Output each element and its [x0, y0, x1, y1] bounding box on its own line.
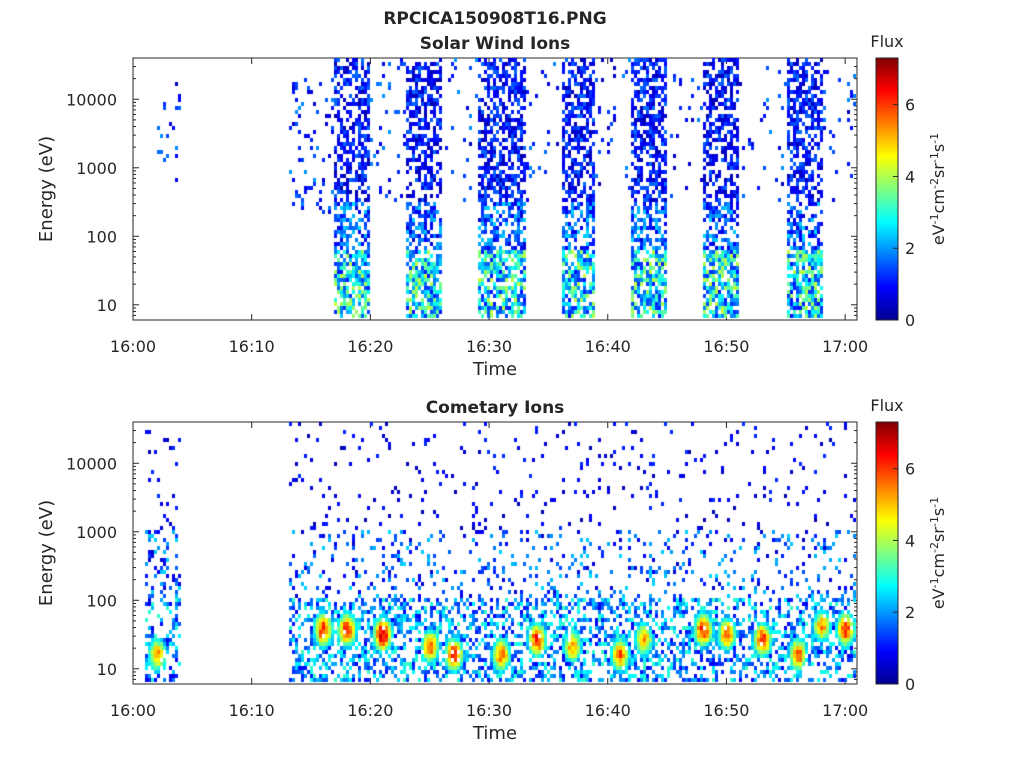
x-tick-label: 16:20: [347, 701, 393, 720]
panel-title-solar-wind: Solar Wind Ions: [420, 34, 571, 54]
colorbar-tick-label: 0: [905, 675, 915, 694]
colorbar-ticks-solar-wind: 0 2 4 6: [893, 96, 915, 330]
x-axis-ticks-solar-wind: 16:00 16:10 16:20 16:30 16:40 16:50 17:00: [110, 58, 868, 356]
colorbar-tick-label: 0: [905, 311, 915, 330]
y-axis-label-solar-wind: Energy (eV): [36, 136, 57, 242]
y-tick-label: 10: [97, 296, 117, 315]
colorbar-title-cometary: Flux: [870, 396, 903, 415]
x-tick-label: 16:50: [703, 337, 749, 356]
colorbar-tick-label: 2: [905, 239, 915, 258]
colorbar-tick-label: 4: [905, 531, 915, 550]
y-tick-label: 1000: [76, 523, 117, 542]
panel-title-cometary: Cometary Ions: [426, 398, 565, 418]
y-tick-label: 100: [86, 227, 117, 246]
colorbar-title-solar-wind: Flux: [870, 32, 903, 51]
figure-title: RPCICA150908T16.PNG: [383, 9, 606, 29]
colorbar-tick-label: 6: [905, 96, 915, 115]
spectrogram-solar-wind: [133, 58, 856, 319]
colorbar-cometary: [875, 421, 899, 685]
colorbar-tick-label: 4: [905, 167, 915, 186]
x-tick-label: 16:10: [229, 337, 275, 356]
x-tick-label: 17:00: [822, 701, 868, 720]
spectrogram-cometary: [133, 422, 856, 683]
panel-solar-wind: Solar Wind Ions 16:00 16:10 16:20 16:30 16:4…: [36, 32, 948, 380]
x-tick-label: 16:40: [585, 701, 631, 720]
y-axis-ticks-solar-wind: 10 100 1000 10000: [66, 57, 857, 321]
x-tick-label: 16:00: [110, 701, 156, 720]
y-tick-label: 10000: [66, 90, 117, 109]
x-axis-label-cometary: Time: [472, 723, 517, 744]
x-tick-label: 16:50: [703, 701, 749, 720]
x-tick-label: 16:30: [466, 701, 512, 720]
colorbar-solar-wind: [875, 57, 899, 321]
x-tick-label: 16:30: [466, 337, 512, 356]
x-tick-label: 16:40: [585, 337, 631, 356]
colorbar-ticks-cometary: 0 2 4 6: [893, 460, 915, 694]
colorbar-tick-label: 2: [905, 603, 915, 622]
x-tick-label: 16:20: [347, 337, 393, 356]
y-tick-label: 1000: [76, 159, 117, 178]
x-axis-label-solar-wind: Time: [472, 359, 517, 380]
y-tick-label: 100: [86, 591, 117, 610]
colorbar-units-solar-wind: eV-1cm-2sr-1s-1: [928, 133, 949, 245]
y-tick-label: 10: [97, 660, 117, 679]
y-axis-label-cometary: Energy (eV): [36, 500, 57, 606]
x-tick-label: 16:00: [110, 337, 156, 356]
y-tick-label: 10000: [66, 454, 117, 473]
colorbar-units-cometary: eV-1cm-2sr-1s-1: [928, 497, 949, 609]
x-tick-label: 17:00: [822, 337, 868, 356]
colorbar-tick-label: 6: [905, 460, 915, 479]
x-tick-label: 16:10: [229, 701, 275, 720]
